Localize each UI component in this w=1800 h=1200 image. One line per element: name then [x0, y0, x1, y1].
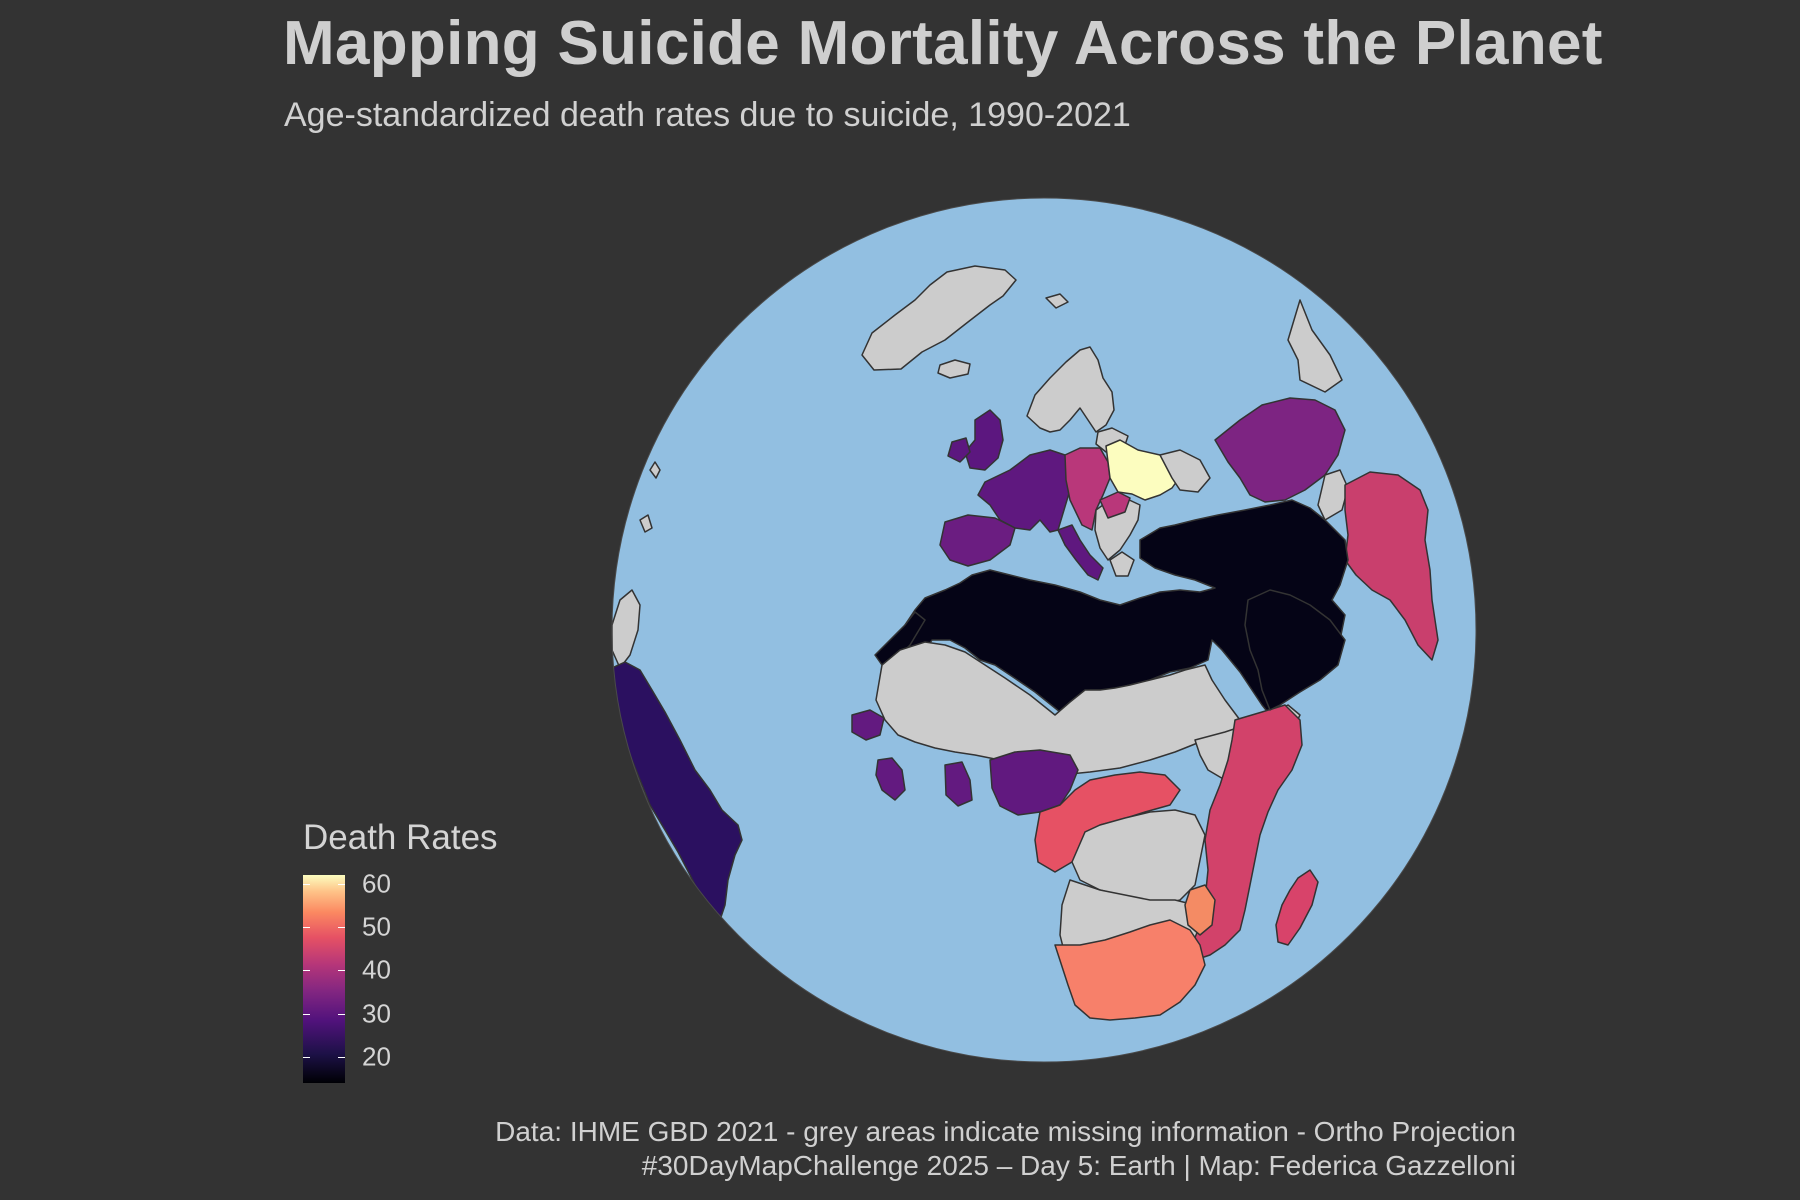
legend-tick-right [338, 1057, 345, 1058]
legend-tick-label: 60 [362, 868, 391, 899]
caption-line-1: Data: IHME GBD 2021 - grey areas indicat… [495, 1116, 1516, 1147]
region-svalbard [1045, 293, 1069, 309]
region-british-isles [964, 409, 1004, 471]
legend-colorbar [303, 875, 345, 1083]
legend-tick-label: 40 [362, 954, 391, 985]
region-greenland [861, 265, 1017, 371]
region-caribbean-2 [649, 461, 661, 479]
legend-tick-right [338, 927, 345, 928]
region-scandinavia [1026, 346, 1115, 433]
map-title: Mapping Suicide Mortality Across the Pla… [283, 9, 1603, 78]
region-south-america-north [612, 589, 641, 669]
region-west-africa [875, 757, 906, 801]
region-arabia [1244, 589, 1346, 711]
region-romania [1099, 491, 1131, 519]
caption: Data: IHME GBD 2021 - grey areas indicat… [495, 1115, 1516, 1183]
caption-line-2: #30DayMapChallenge 2025 – Day 5: Earth |… [641, 1150, 1516, 1181]
region-ireland [947, 437, 971, 463]
region-madagascar [1275, 869, 1319, 946]
region-senegal [851, 709, 885, 741]
region-south-america [612, 661, 743, 921]
legend-tick-label: 30 [362, 998, 391, 1029]
legend-tick-left [303, 1013, 310, 1015]
legend-tick-right [338, 883, 345, 885]
region-nigeria [989, 749, 1079, 816]
region-sahel [875, 641, 1241, 776]
legend-tick-left [303, 883, 310, 885]
legend-tick-right [338, 970, 345, 972]
region-central-europe [1064, 447, 1111, 531]
region-central-asia [1214, 397, 1346, 503]
legend-tick-label: 20 [362, 1041, 391, 1072]
region-greece [1109, 551, 1135, 577]
region-east-africa [1189, 704, 1303, 961]
region-central-africa [1034, 771, 1181, 873]
region-morocco [874, 611, 926, 666]
globe-outline [611, 197, 1477, 1063]
legend-tick-left [303, 970, 310, 972]
region-congo [1071, 809, 1206, 906]
region-russia-north [1287, 299, 1343, 393]
region-southern-africa [1054, 919, 1206, 1021]
map-subtitle: Age-standardized death rates due to suic… [284, 96, 1131, 134]
region-central-asia-grey [1317, 469, 1349, 521]
region-ghana [944, 761, 973, 807]
region-russia-sw [1159, 449, 1211, 493]
legend-tick-right [338, 1013, 345, 1015]
legend-tick-label: 50 [362, 911, 391, 942]
region-iberia [939, 514, 1016, 567]
region-italy [1057, 524, 1104, 581]
region-mozambique [1184, 884, 1216, 936]
legend-tick-left [303, 1057, 310, 1058]
legend-title: Death Rates [303, 818, 498, 857]
legend-tick-left [303, 927, 310, 928]
region-caribbean [639, 514, 653, 533]
region-iceland [937, 359, 971, 379]
